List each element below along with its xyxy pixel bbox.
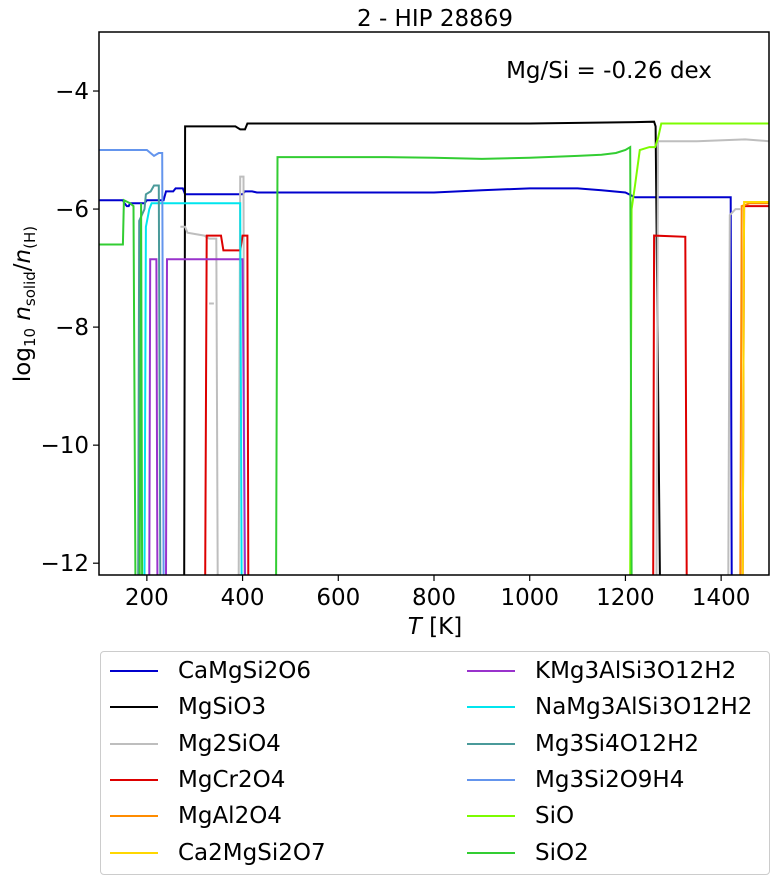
series-MgSiO3 [183,120,661,576]
series-line-MgCr2O4-1 [652,234,688,576]
legend-item: Mg3Si4O12H2 [467,729,699,759]
series-line-Mg2SiO4-4 [727,208,741,576]
series-line-SiO-0 [629,122,769,576]
legend-swatch [110,778,158,781]
legend-item: CaMgSi2O6 [110,656,311,686]
legend-item: SiO2 [467,838,589,868]
x-axis-label: T [K] [408,614,462,640]
y-tick-label: −10 [40,433,89,459]
legend-label: Mg3Si2O9H4 [535,766,685,793]
series-Mg2SiO4 [180,138,770,576]
legend-label: Mg3Si4O12H2 [535,730,699,757]
series-line-MgSiO3-0 [183,120,661,576]
legend-label: MgAl2O4 [178,803,282,830]
legend-swatch [110,670,158,672]
legend-item: MgSiO3 [110,692,266,722]
legend-label: SiO [535,803,575,830]
y-tick-label: −8 [55,315,89,341]
x-tick-label: 600 [316,585,360,611]
chart-canvas: 2 - HIP 28869 200 400 600 800 1000 1200 1400 −… [10,6,770,640]
y-tick-label: −4 [55,79,89,105]
legend-swatch [110,851,158,854]
legend-item: NaMg3AlSi3O12H2 [467,692,752,722]
x-tick-label: 1400 [692,585,751,611]
x-tick-label: 800 [412,585,456,611]
series-line-KMg3AlSi3O12H2-1 [165,258,246,576]
series-SiO [629,122,769,576]
legend-swatch [110,742,158,745]
series-CaMgSi2O6 [99,187,733,576]
series-line-Mg3Si2O9H4-0 [99,149,165,576]
legend-swatch [467,851,515,854]
series-KMg3AlSi3O12H2 [148,258,246,576]
x-axis: 200 400 600 800 1000 1200 1400 [125,575,751,611]
series-layer [99,120,770,576]
legend-item: Mg2SiO4 [110,729,281,759]
legend-label: Mg2SiO4 [178,730,281,757]
legend-swatch [467,778,515,781]
series-line-Mg2SiO4-0 [180,225,219,576]
legend-label: CaMgSi2O6 [178,658,311,684]
series-line-MgCr2O4-2 [741,205,769,576]
series-line-CaMgSi2O6-0 [99,187,733,576]
legend-label: Ca2MgSi2O7 [178,839,326,866]
series-line-SiO2-1 [138,203,144,576]
legend-swatch [467,742,515,745]
series-MgAl2O4 [739,202,769,576]
chart-title: 2 - HIP 28869 [357,6,513,32]
series-line-SiO2-0 [99,198,137,576]
legend-item: Mg3Si2O9H4 [467,765,684,795]
legend-swatch [467,706,515,709]
legend-item: Ca2MgSi2O7 [110,838,326,868]
legend-item: KMg3AlSi3O12H2 [467,656,736,686]
legend-swatch [110,815,158,818]
y-tick-label: −6 [55,197,89,223]
legend-swatch [110,706,158,709]
x-tick-label: 1200 [596,585,655,611]
legend-label: KMg3AlSi3O12H2 [535,658,737,684]
legend-label: MgCr2O4 [178,766,286,793]
legend-item: MgAl2O4 [110,801,282,831]
legend-swatch [467,670,515,672]
series-line-Ca2MgSi2O7-0 [741,201,769,576]
series-line-NaMg3AlSi3O12H2-0 [143,202,243,576]
legend-item: SiO [467,801,574,831]
plot-frame [98,31,770,576]
y-axis-label: log10 nsolid/n(H) [10,226,39,382]
x-tick-label: 200 [125,585,169,611]
x-tick-label: 400 [221,585,265,611]
y-axis: −4 −6 −8 −10 −12 [40,79,99,577]
legend-label: MgSiO3 [178,694,267,721]
legend-swatch [467,815,515,818]
legend-label: NaMg3AlSi3O12H2 [535,694,753,721]
legend: CaMgSi2O6 MgSiO3 Mg2SiO4 MgCr2O4 MgAl2O4 Ca2M… [100,651,770,875]
series-line-SiO2-2 [275,145,633,576]
x-tick-label: 1000 [500,585,559,611]
series-line-MgCr2O4-0 [204,234,250,576]
series-NaMg3AlSi3O12H2 [143,202,243,576]
series-MgCr2O4 [204,205,769,576]
series-Mg3Si2O9H4 [99,149,165,576]
legend-label: SiO2 [535,839,589,866]
annotation-mgsi: Mg/Si = -0.26 dex [506,58,712,84]
legend-item: MgCr2O4 [110,765,285,795]
series-line-Mg2SiO4-3 [655,138,770,576]
series-SiO2 [99,145,633,576]
series-Ca2MgSi2O7 [741,201,769,576]
series-line-MgAl2O4-0 [739,202,769,576]
y-tick-label: −12 [40,551,89,577]
series-line-KMg3AlSi3O12H2-0 [148,258,159,576]
